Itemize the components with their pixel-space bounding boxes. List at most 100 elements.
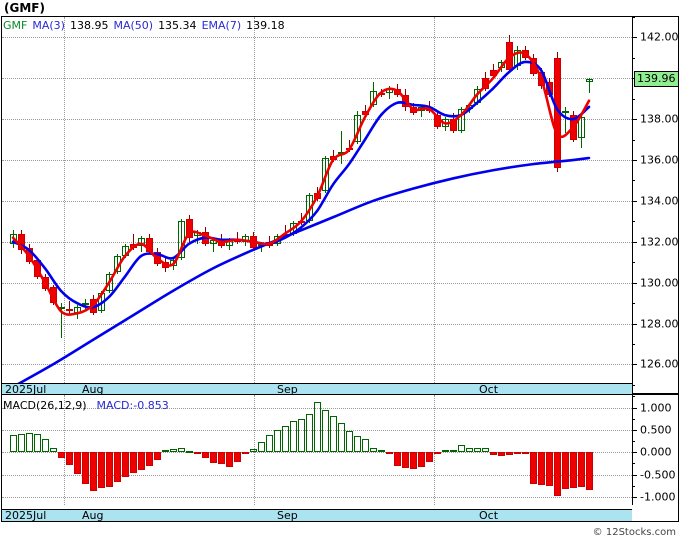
macd-gridline (2, 474, 632, 476)
price-tick-minor (632, 221, 635, 223)
macd-histogram-bar (18, 434, 25, 453)
macd-histogram-bar (570, 452, 577, 488)
price-tick-mark (632, 364, 637, 366)
macd-tick-mark (632, 429, 637, 431)
macd-histogram-bar (434, 452, 441, 455)
price-tick-label: 128.00 (640, 317, 679, 331)
price-gridline (2, 119, 632, 121)
candle-wick (389, 86, 390, 99)
date-axis-label: Sep (277, 383, 298, 396)
candle-wick (357, 111, 358, 144)
macd-histogram-bar (474, 447, 481, 453)
price-gridline (2, 160, 632, 162)
macd-histogram-bar (178, 447, 185, 453)
macd-axis-line (632, 395, 633, 505)
candle-wick (133, 233, 134, 250)
price-tick-minor (632, 57, 635, 59)
price-tick-minor (632, 303, 635, 305)
macd-tick-label: 1.000 (640, 401, 672, 415)
candle-wick (517, 45, 518, 71)
macd-gridline (2, 496, 632, 498)
price-tick-minor (632, 98, 635, 100)
date-axis-label: Sep (277, 509, 298, 522)
macd-histogram-bar (514, 452, 521, 455)
price-tick-mark (632, 37, 637, 39)
price-gridline (2, 78, 632, 80)
price-tick-mark (632, 119, 637, 121)
macd-histogram-bar (554, 452, 561, 497)
date-axis-bottom: 2025Jul Aug Sep Oct (2, 509, 632, 522)
macd-tick-minor (632, 441, 635, 443)
macd-histogram-bar (154, 452, 161, 461)
macd-tick-label: 0.500 (640, 423, 672, 437)
macd-histogram-bar (418, 452, 425, 468)
macd-histogram-bar (122, 452, 129, 478)
macd-histogram-bar (458, 445, 465, 453)
price-gridline (2, 241, 632, 243)
macd-histogram-bar (66, 452, 73, 465)
candle-wick (421, 104, 422, 118)
macd-histogram-bar (314, 402, 321, 453)
macd-histogram-bar (466, 447, 473, 453)
candle-wick (461, 106, 462, 134)
macd-tick-minor (632, 396, 635, 398)
macd-histogram-bar (306, 413, 313, 453)
macd-histogram-bar (586, 452, 593, 491)
macd-histogram-bar (338, 422, 345, 453)
date-axis-label: Oct (479, 383, 499, 396)
price-gridline (2, 200, 632, 202)
macd-histogram-bar (426, 452, 433, 463)
macd-gridline (2, 407, 632, 409)
macd-plot-area (2, 395, 632, 505)
macd-histogram-bar (386, 452, 393, 455)
price-axis: 142.00140.00138.00136.00134.00132.00130.… (632, 17, 679, 393)
macd-histogram-bar (34, 433, 41, 453)
macd-histogram-bar (346, 430, 353, 453)
macd-gridline (2, 429, 632, 431)
candle-wick (581, 115, 582, 148)
current-price-tag: 139.96 (634, 71, 679, 88)
macd-histogram-bar (42, 438, 49, 453)
macd-histogram-bar (282, 426, 289, 453)
macd-histogram-bar (130, 452, 137, 473)
macd-histogram-bar (370, 447, 377, 453)
price-tick-mark (632, 200, 637, 202)
watermark: © 12Stocks.com (592, 527, 676, 538)
macd-tick-label: -0.500 (640, 468, 676, 482)
macd-histogram-bar (394, 452, 401, 466)
price-tick-minor (632, 384, 635, 386)
macd-histogram-bar (290, 420, 297, 453)
macd-tick-minor (632, 418, 635, 420)
macd-histogram-bar (354, 436, 361, 453)
price-tick-mark (632, 160, 637, 162)
candle-wick (117, 254, 118, 275)
macd-histogram-bar (538, 452, 545, 486)
macd-histogram-bar (98, 452, 105, 488)
macd-histogram-bar (258, 442, 265, 453)
macd-histogram-bar (266, 435, 273, 453)
macd-tick-label: 0.000 (640, 445, 672, 459)
macd-tick-mark (632, 452, 637, 454)
macd-histogram-bar (194, 452, 201, 455)
price-tick-label: 138.00 (640, 112, 679, 126)
macd-histogram-bar (298, 419, 305, 453)
macd-histogram-bar (90, 452, 97, 491)
legend-ema7-value: 139.18 (246, 19, 285, 32)
price-plot-area (2, 17, 632, 393)
macd-tick-mark (632, 407, 637, 409)
month-gridline (64, 395, 65, 505)
candle-body (106, 274, 113, 291)
candle-wick (285, 225, 286, 238)
ma50-line (11, 156, 591, 389)
macd-histogram-bar (490, 452, 497, 455)
macd-histogram-bar (442, 449, 449, 453)
macd-histogram-bar (234, 452, 241, 463)
macd-histogram-bar (114, 452, 121, 482)
price-tick-minor (632, 262, 635, 264)
price-tick-minor (632, 343, 635, 345)
date-axis-label: Oct (479, 509, 499, 522)
macd-histogram-bar (498, 452, 505, 456)
moving-average-overlay (11, 51, 591, 389)
macd-histogram-bar (562, 452, 569, 489)
candle-wick (349, 139, 350, 152)
